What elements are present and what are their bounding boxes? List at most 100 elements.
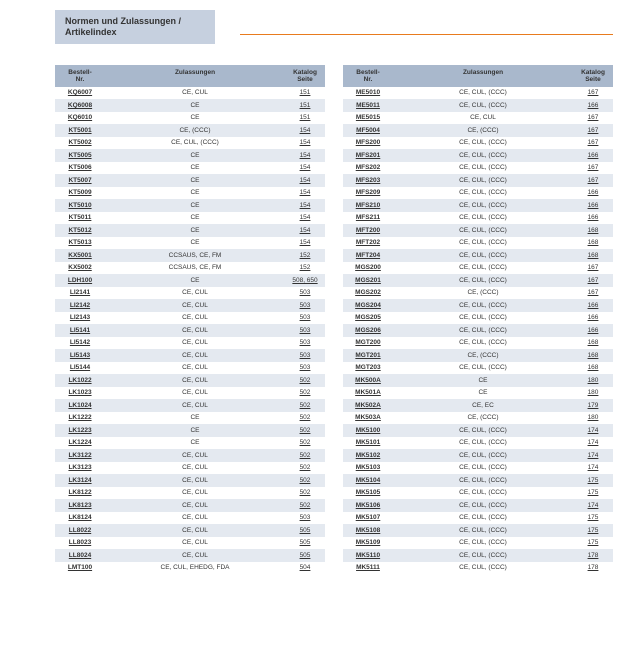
cell-katalogseite[interactable]: 168: [573, 252, 613, 259]
cell-katalogseite[interactable]: 166: [573, 302, 613, 309]
cell-katalogseite[interactable]: 154: [285, 139, 325, 146]
cell-katalogseite[interactable]: 167: [573, 89, 613, 96]
cell-bestellnr[interactable]: LI2141: [55, 289, 105, 296]
cell-bestellnr[interactable]: KT5001: [55, 127, 105, 134]
cell-katalogseite[interactable]: 168: [573, 352, 613, 359]
cell-katalogseite[interactable]: 503: [285, 289, 325, 296]
cell-katalogseite[interactable]: 180: [573, 414, 613, 421]
cell-bestellnr[interactable]: MK5108: [343, 527, 393, 534]
cell-bestellnr[interactable]: MK5104: [343, 477, 393, 484]
cell-katalogseite[interactable]: 154: [285, 214, 325, 221]
cell-bestellnr[interactable]: MK5101: [343, 439, 393, 446]
cell-bestellnr[interactable]: ME5015: [343, 114, 393, 121]
cell-bestellnr[interactable]: LI5142: [55, 339, 105, 346]
cell-katalogseite[interactable]: 154: [285, 227, 325, 234]
cell-bestellnr[interactable]: MGS200: [343, 264, 393, 271]
cell-bestellnr[interactable]: LK1024: [55, 402, 105, 409]
cell-katalogseite[interactable]: 152: [285, 252, 325, 259]
cell-bestellnr[interactable]: MK5105: [343, 489, 393, 496]
cell-bestellnr[interactable]: LK8123: [55, 502, 105, 509]
cell-bestellnr[interactable]: LI2143: [55, 314, 105, 321]
cell-bestellnr[interactable]: LK1023: [55, 389, 105, 396]
cell-bestellnr[interactable]: MGS204: [343, 302, 393, 309]
cell-katalogseite[interactable]: 166: [573, 152, 613, 159]
cell-bestellnr[interactable]: MGS201: [343, 277, 393, 284]
cell-bestellnr[interactable]: LK1022: [55, 377, 105, 384]
cell-katalogseite[interactable]: 174: [573, 464, 613, 471]
cell-katalogseite[interactable]: 175: [573, 514, 613, 521]
cell-katalogseite[interactable]: 168: [573, 239, 613, 246]
cell-katalogseite[interactable]: 154: [285, 189, 325, 196]
cell-bestellnr[interactable]: LI5141: [55, 327, 105, 334]
cell-katalogseite[interactable]: 503: [285, 302, 325, 309]
cell-bestellnr[interactable]: MFT204: [343, 252, 393, 259]
cell-bestellnr[interactable]: MGS202: [343, 289, 393, 296]
cell-katalogseite[interactable]: 502: [285, 377, 325, 384]
cell-bestellnr[interactable]: LMT100: [55, 564, 105, 571]
cell-bestellnr[interactable]: MGT203: [343, 364, 393, 371]
cell-katalogseite[interactable]: 174: [573, 502, 613, 509]
cell-bestellnr[interactable]: LK8122: [55, 489, 105, 496]
cell-katalogseite[interactable]: 180: [573, 377, 613, 384]
cell-katalogseite[interactable]: 166: [573, 327, 613, 334]
cell-bestellnr[interactable]: KT5007: [55, 177, 105, 184]
cell-katalogseite[interactable]: 503: [285, 327, 325, 334]
cell-katalogseite[interactable]: 503: [285, 339, 325, 346]
cell-katalogseite[interactable]: 167: [573, 277, 613, 284]
cell-katalogseite[interactable]: 502: [285, 427, 325, 434]
cell-katalogseite[interactable]: 154: [285, 239, 325, 246]
cell-katalogseite[interactable]: 503: [285, 514, 325, 521]
cell-bestellnr[interactable]: MK5106: [343, 502, 393, 509]
cell-katalogseite[interactable]: 154: [285, 177, 325, 184]
cell-katalogseite[interactable]: 151: [285, 114, 325, 121]
cell-katalogseite[interactable]: 502: [285, 452, 325, 459]
cell-bestellnr[interactable]: KT5011: [55, 214, 105, 221]
cell-katalogseite[interactable]: 502: [285, 477, 325, 484]
cell-bestellnr[interactable]: ME5010: [343, 89, 393, 96]
cell-bestellnr[interactable]: MK5102: [343, 452, 393, 459]
cell-katalogseite[interactable]: 505: [285, 539, 325, 546]
cell-katalogseite[interactable]: 175: [573, 489, 613, 496]
cell-bestellnr[interactable]: LI5143: [55, 352, 105, 359]
cell-bestellnr[interactable]: LL8023: [55, 539, 105, 546]
cell-bestellnr[interactable]: MFT200: [343, 227, 393, 234]
cell-katalogseite[interactable]: 502: [285, 389, 325, 396]
cell-bestellnr[interactable]: MGS205: [343, 314, 393, 321]
cell-bestellnr[interactable]: LDH100: [55, 277, 105, 284]
cell-bestellnr[interactable]: MK5110: [343, 552, 393, 559]
cell-katalogseite[interactable]: 167: [573, 127, 613, 134]
cell-katalogseite[interactable]: 166: [573, 189, 613, 196]
cell-bestellnr[interactable]: MFS211: [343, 214, 393, 221]
cell-katalogseite[interactable]: 503: [285, 364, 325, 371]
cell-bestellnr[interactable]: LK1222: [55, 414, 105, 421]
cell-bestellnr[interactable]: KT5002: [55, 139, 105, 146]
cell-bestellnr[interactable]: KQ6010: [55, 114, 105, 121]
cell-katalogseite[interactable]: 503: [285, 314, 325, 321]
cell-bestellnr[interactable]: MFS201: [343, 152, 393, 159]
cell-katalogseite[interactable]: 175: [573, 539, 613, 546]
cell-katalogseite[interactable]: 154: [285, 152, 325, 159]
cell-bestellnr[interactable]: MGT201: [343, 352, 393, 359]
cell-bestellnr[interactable]: MFS210: [343, 202, 393, 209]
cell-katalogseite[interactable]: 154: [285, 164, 325, 171]
cell-katalogseite[interactable]: 508, 650: [285, 277, 325, 284]
cell-bestellnr[interactable]: MK501A: [343, 389, 393, 396]
cell-katalogseite[interactable]: 502: [285, 502, 325, 509]
cell-katalogseite[interactable]: 180: [573, 389, 613, 396]
cell-bestellnr[interactable]: MGS206: [343, 327, 393, 334]
cell-bestellnr[interactable]: KQ6007: [55, 89, 105, 96]
cell-katalogseite[interactable]: 175: [573, 527, 613, 534]
cell-katalogseite[interactable]: 152: [285, 264, 325, 271]
cell-bestellnr[interactable]: KT5009: [55, 189, 105, 196]
cell-bestellnr[interactable]: MFS203: [343, 177, 393, 184]
cell-bestellnr[interactable]: LI2142: [55, 302, 105, 309]
cell-bestellnr[interactable]: KX5001: [55, 252, 105, 259]
cell-katalogseite[interactable]: 166: [573, 314, 613, 321]
cell-katalogseite[interactable]: 166: [573, 214, 613, 221]
cell-katalogseite[interactable]: 167: [573, 264, 613, 271]
cell-bestellnr[interactable]: KT5010: [55, 202, 105, 209]
cell-bestellnr[interactable]: LK8124: [55, 514, 105, 521]
cell-katalogseite[interactable]: 178: [573, 564, 613, 571]
cell-katalogseite[interactable]: 168: [573, 364, 613, 371]
cell-bestellnr[interactable]: MGT200: [343, 339, 393, 346]
